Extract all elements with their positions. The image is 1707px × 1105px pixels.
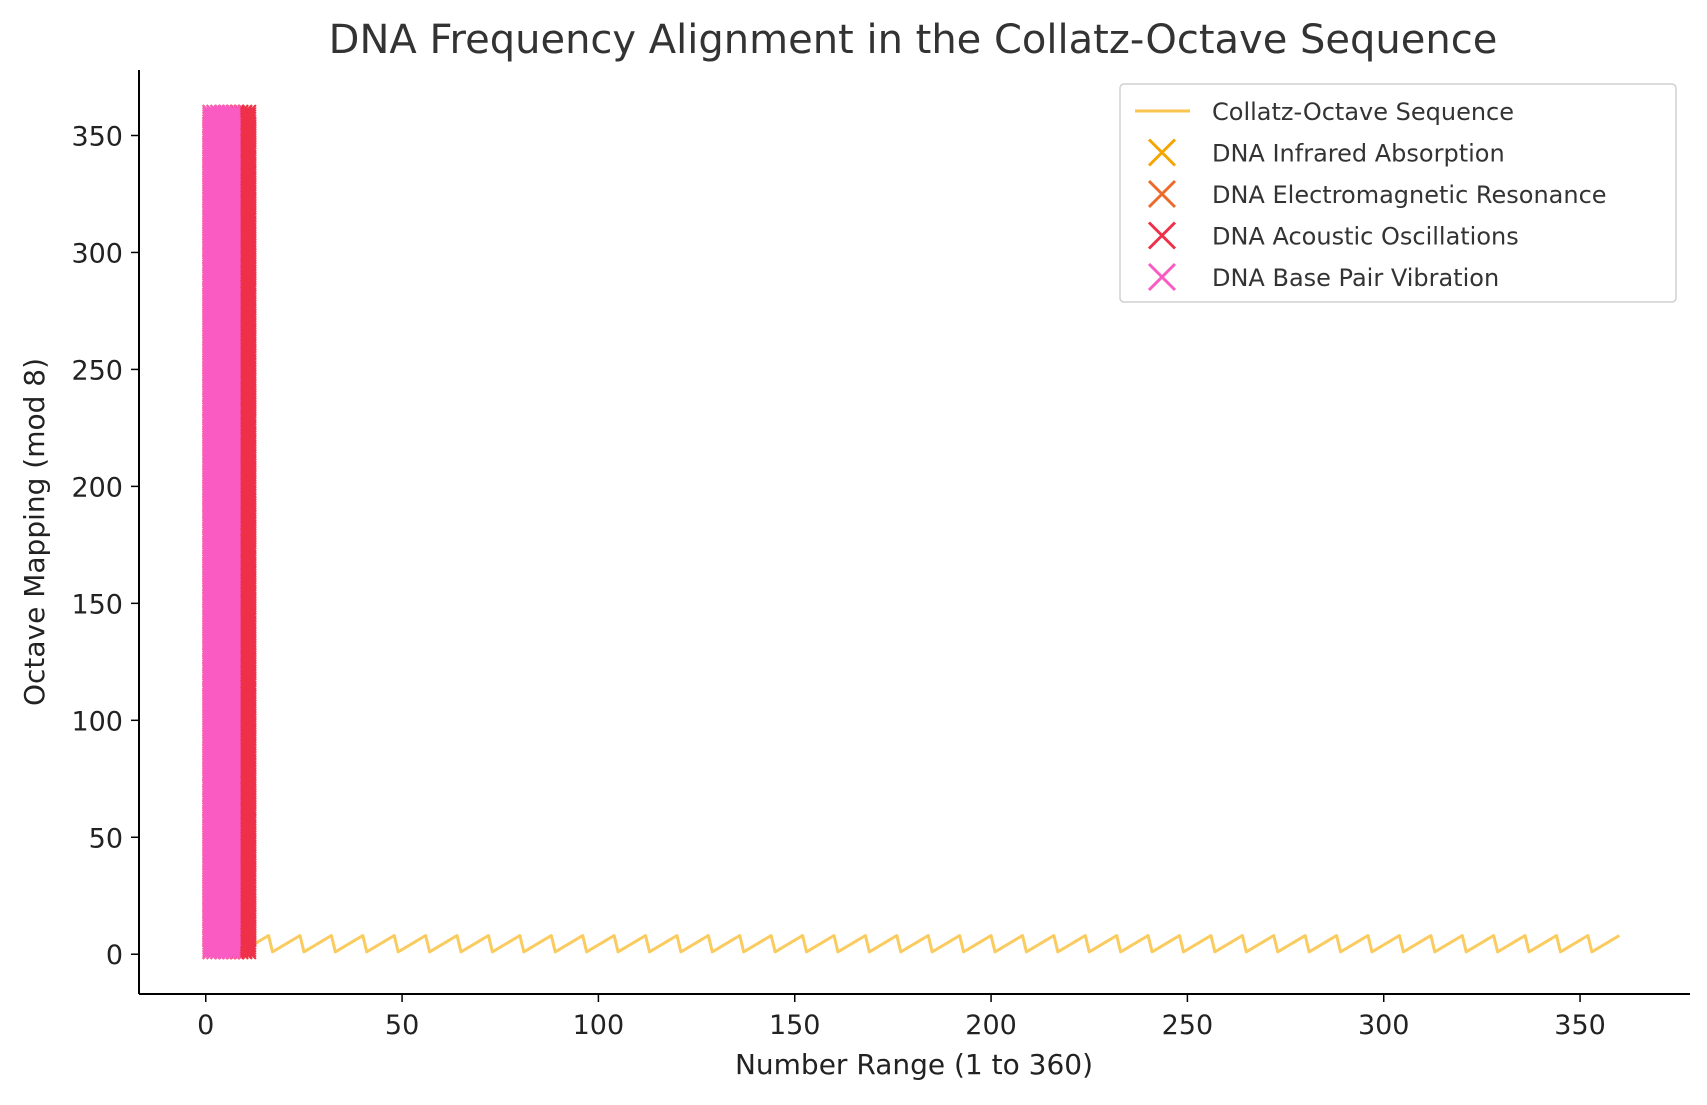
x-tick-label: 150 bbox=[769, 1010, 821, 1041]
chart-title: DNA Frequency Alignment in the Collatz-O… bbox=[329, 17, 1498, 63]
marker-series-3 bbox=[201, 104, 241, 960]
legend-item: DNA Base Pair Vibration bbox=[1147, 262, 1499, 292]
x-tick-label: 300 bbox=[1358, 1010, 1410, 1041]
y-axis-label: Octave Mapping (mod 8) bbox=[18, 358, 51, 706]
x-tick-label: 100 bbox=[573, 1010, 625, 1041]
legend-label: DNA Infrared Absorption bbox=[1212, 140, 1505, 168]
legend-label: Collatz-Octave Sequence bbox=[1212, 98, 1514, 126]
legend-label: DNA Acoustic Oscillations bbox=[1212, 223, 1519, 251]
legend-item: Collatz-Octave Sequence bbox=[1135, 98, 1514, 126]
legend-label: DNA Electromagnetic Resonance bbox=[1212, 181, 1607, 209]
y-tick-label: 200 bbox=[71, 472, 123, 503]
x-axis-ticks: 0 50 100 150 200 250 300 350 bbox=[197, 994, 1606, 1041]
x-tick-label: 200 bbox=[965, 1010, 1017, 1041]
legend-x-marker bbox=[1147, 138, 1177, 167]
y-tick-label: 0 bbox=[106, 940, 123, 971]
x-tick-label: 350 bbox=[1554, 1010, 1606, 1041]
legend-item: DNA Infrared Absorption bbox=[1147, 138, 1505, 168]
x-tick-label: 50 bbox=[385, 1010, 419, 1041]
y-tick-label: 350 bbox=[71, 121, 123, 152]
x-axis-label: Number Range (1 to 360) bbox=[735, 1048, 1093, 1081]
legend-item: DNA Acoustic Oscillations bbox=[1147, 221, 1519, 251]
plot-area bbox=[201, 104, 1621, 960]
legend-x-marker bbox=[1147, 262, 1177, 292]
x-tick-label: 250 bbox=[1162, 1010, 1214, 1041]
legend-label: DNA Base Pair Vibration bbox=[1212, 264, 1499, 292]
legend-x-marker bbox=[1147, 179, 1177, 209]
legend-x-marker bbox=[1147, 221, 1177, 250]
y-tick-label: 100 bbox=[71, 706, 123, 737]
x-marker-column bbox=[225, 104, 241, 960]
chart-legend: Collatz-Octave Sequence DNA Infrared Abso… bbox=[1119, 83, 1677, 303]
collatz-octave-line bbox=[208, 934, 1621, 954]
y-tick-label: 50 bbox=[89, 823, 123, 854]
y-axis-ticks: 0 50 100 150 200 250 300 350 bbox=[71, 121, 139, 971]
y-tick-label: 150 bbox=[71, 589, 123, 620]
y-tick-label: 300 bbox=[71, 238, 123, 269]
y-tick-label: 250 bbox=[71, 355, 123, 386]
legend-box bbox=[1119, 83, 1677, 303]
x-tick-label: 0 bbox=[197, 1010, 214, 1041]
x-marker-column bbox=[241, 104, 257, 960]
legend-item: DNA Electromagnetic Resonance bbox=[1147, 179, 1607, 209]
